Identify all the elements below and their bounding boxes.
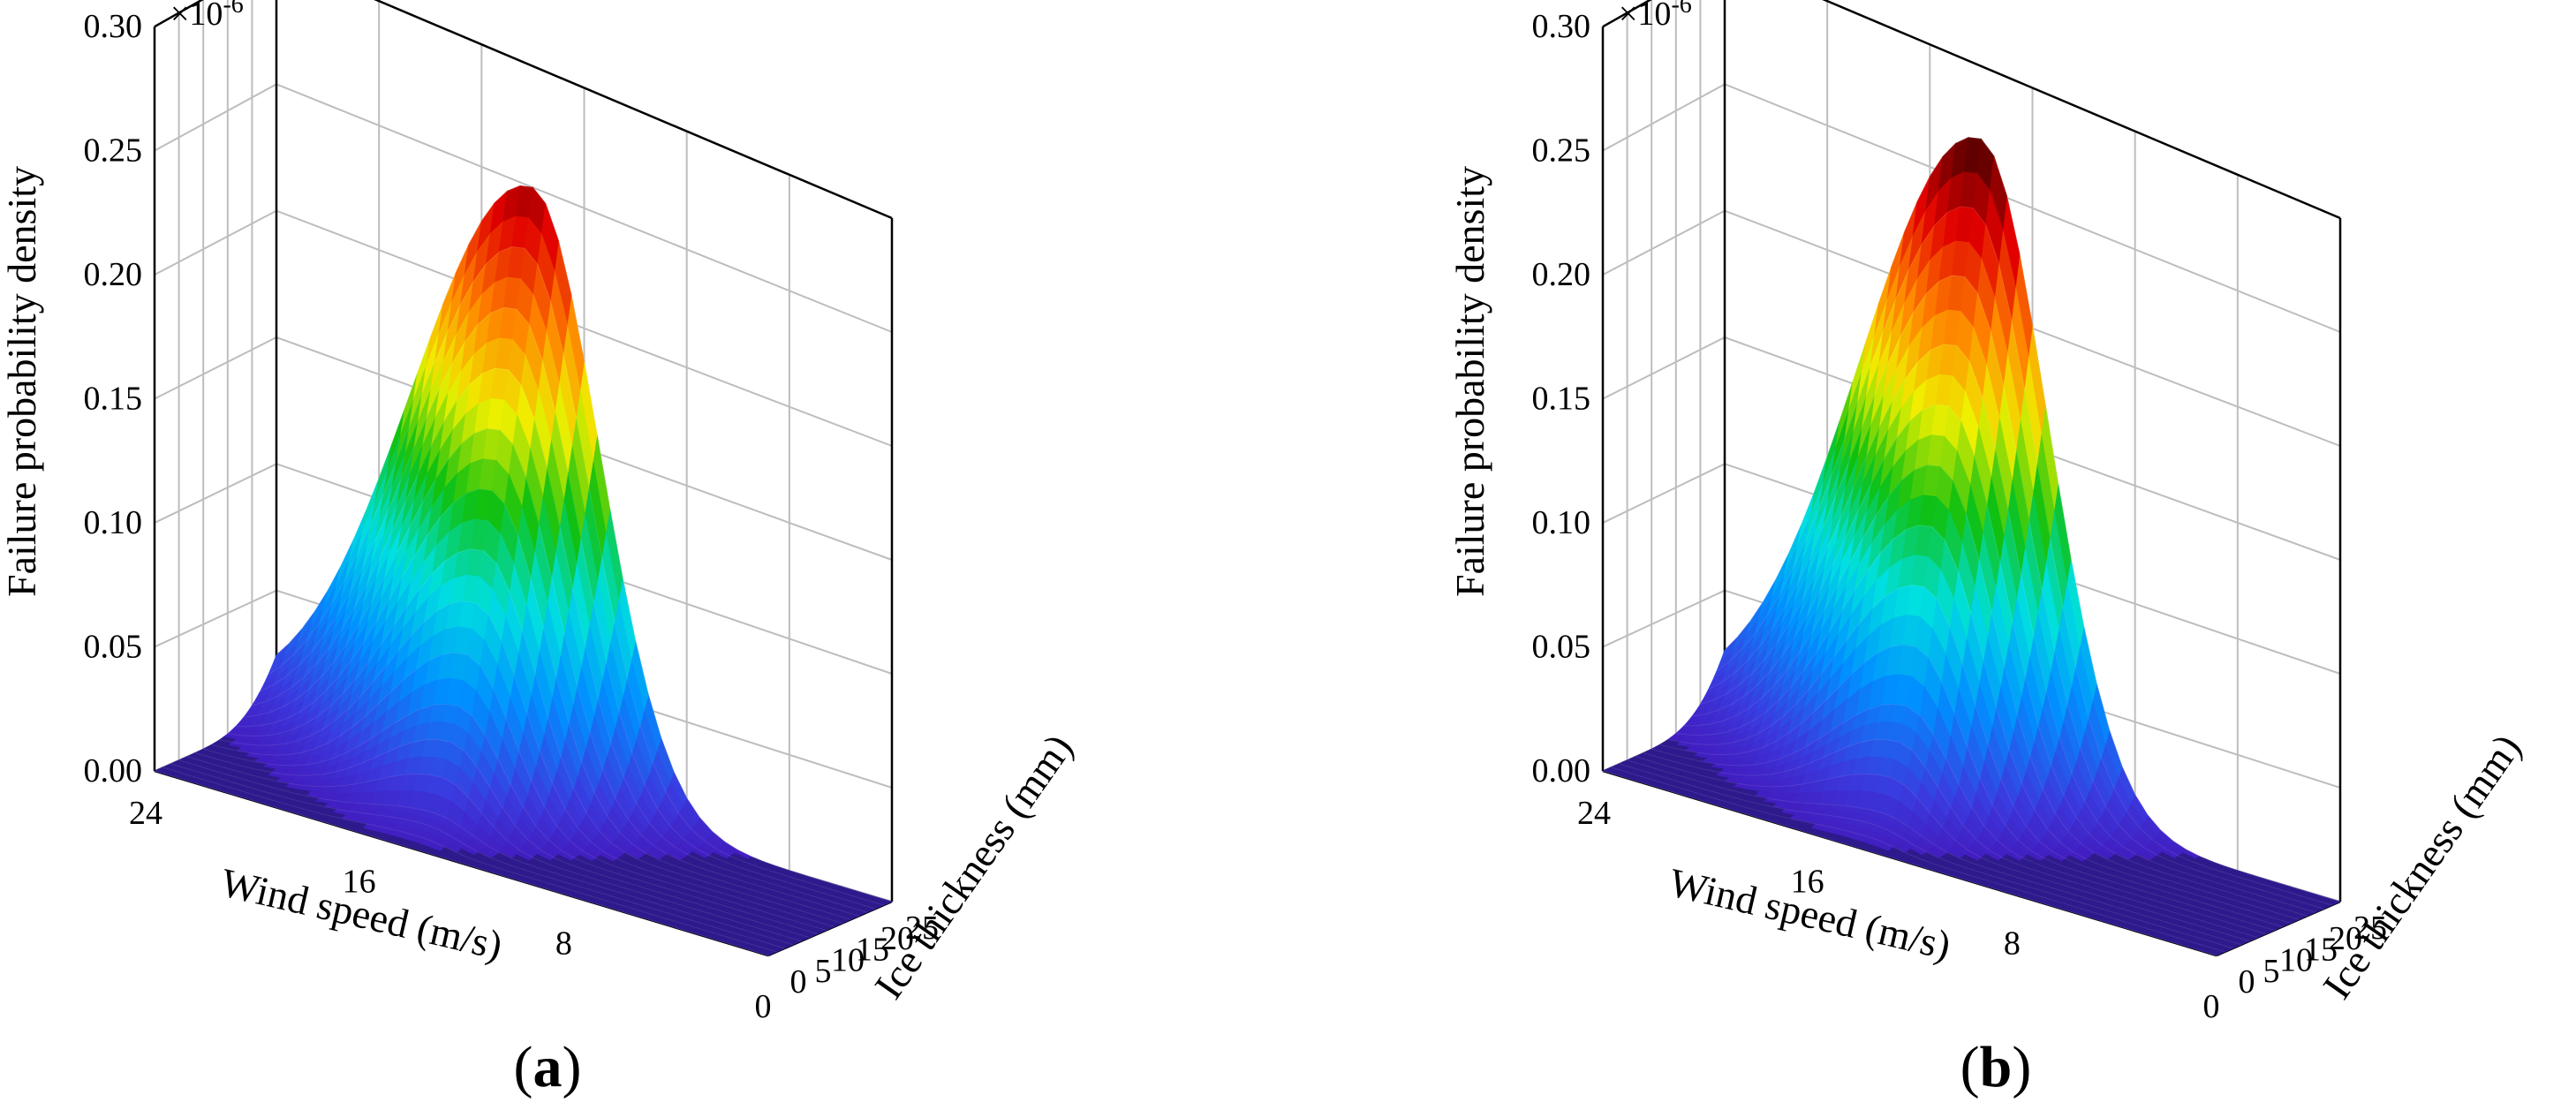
mesh-line: [1635, 756, 2250, 942]
top-back-edge: [1822, 0, 2341, 220]
mesh-line: [260, 306, 876, 910]
panel-a: 0.00 0.05 0.10 0.15 0.20 0.25 0.30 24 16 8 0 0 5 10 15…: [0, 0, 1128, 1110]
mesh-line: [227, 548, 843, 924]
mesh-line: [1700, 344, 2316, 913]
mesh-line: [1651, 703, 2267, 935]
z-axis-title: Failure probability density: [1448, 166, 1492, 597]
z-tick-label: 0.30: [84, 8, 143, 45]
top-back-edge: [374, 0, 893, 220]
surface: [1601, 137, 2342, 956]
mesh-line: [219, 600, 835, 927]
x-tick-label: 24: [129, 795, 162, 832]
x-tick-label: 16: [343, 864, 376, 901]
z-tick-label: 0.10: [84, 504, 143, 541]
y-tick-label: 20: [880, 920, 914, 957]
x-tick-label: 8: [555, 925, 572, 962]
y-tick-label: 15: [856, 931, 889, 968]
y-tick-label: 5: [815, 953, 832, 990]
mesh-line: [235, 488, 851, 920]
z-tick-label: 0.10: [1532, 504, 1591, 541]
top-left-edge: [154, 0, 204, 28]
y-tick-label: 10: [831, 942, 865, 979]
y-tick-label: 0: [790, 963, 807, 1001]
y-tick-label: 25: [2353, 910, 2387, 947]
z-tick-label: 0.15: [1532, 381, 1591, 418]
mesh-line: [178, 759, 794, 946]
mesh-line: [154, 770, 769, 956]
z-tick-label: 0.05: [84, 629, 143, 666]
mesh-line: [1683, 464, 2300, 920]
z-tick-label: 0.20: [1532, 256, 1591, 293]
panel-label: (b): [1960, 1035, 2032, 1099]
z-axis-title: Failure probability density: [0, 166, 44, 597]
y-tick-label: 20: [2329, 920, 2362, 957]
mesh-line: [162, 766, 777, 953]
surface-patch: [422, 845, 441, 857]
mesh-line: [1602, 770, 2217, 956]
panel-b: 0.00 0.05 0.10 0.15 0.20 0.25 0.30 24 16 8 0 0 5 10 15…: [1447, 0, 2576, 1110]
z-tick-label: 0.30: [1532, 8, 1591, 45]
z-tick-label: 0.25: [84, 132, 143, 170]
mesh-line: [170, 763, 785, 949]
mesh-line: [1724, 137, 2341, 902]
y-axis-title: Ice thickness (mm): [2314, 726, 2529, 1007]
grid-line-z: [154, 0, 893, 219]
mesh-line: [276, 185, 893, 902]
surface-patch: [1870, 845, 1889, 857]
z-tick-label: 0.05: [1532, 629, 1591, 666]
mesh-line: [194, 738, 810, 939]
mesh-line: [252, 367, 868, 913]
x-tick-label: 24: [1577, 795, 1611, 832]
z-tick-label: 0.00: [1532, 752, 1591, 789]
x-tick-label: 16: [1791, 864, 1824, 901]
mesh-line: [1675, 525, 2292, 924]
y-tick-label: 5: [2263, 953, 2280, 990]
z-tick-label: 0.00: [84, 752, 143, 789]
y-tick-label: 10: [2279, 942, 2313, 979]
z-exponent: ×10-6: [170, 0, 244, 33]
z-tick-label: 0.25: [1532, 132, 1591, 170]
z-exponent: ×10-6: [1619, 0, 1692, 33]
mesh-line: [244, 428, 859, 917]
mesh-line: [1627, 759, 2242, 946]
mesh-line: [1716, 206, 2332, 906]
mesh-line: [211, 652, 827, 932]
mesh-line: [268, 246, 884, 906]
y-tick-label: 25: [905, 910, 939, 947]
mesh-line: [203, 703, 819, 935]
x-tick-label: 0: [755, 988, 772, 1025]
mesh-line: [1659, 644, 2275, 932]
mesh-line: [1708, 275, 2324, 910]
surface: [153, 185, 894, 956]
mesh-line: [186, 756, 802, 942]
y-axis-title: Ice thickness (mm): [865, 726, 1081, 1007]
mesh-line: [1692, 404, 2308, 917]
mesh-line: [1667, 585, 2283, 927]
top-left-edge: [1602, 0, 1652, 28]
panel-label: (a): [514, 1035, 582, 1099]
mesh-line: [1643, 738, 2258, 939]
z-tick-label: 0.20: [84, 256, 143, 293]
mesh-line: [1611, 766, 2225, 953]
y-tick-label: 15: [2304, 931, 2338, 968]
y-tick-label: 0: [2239, 963, 2255, 1001]
x-tick-label: 8: [2004, 925, 2021, 962]
mesh-line: [1619, 763, 2233, 949]
z-tick-label: 0.15: [84, 381, 143, 418]
x-tick-label: 0: [2203, 988, 2220, 1025]
